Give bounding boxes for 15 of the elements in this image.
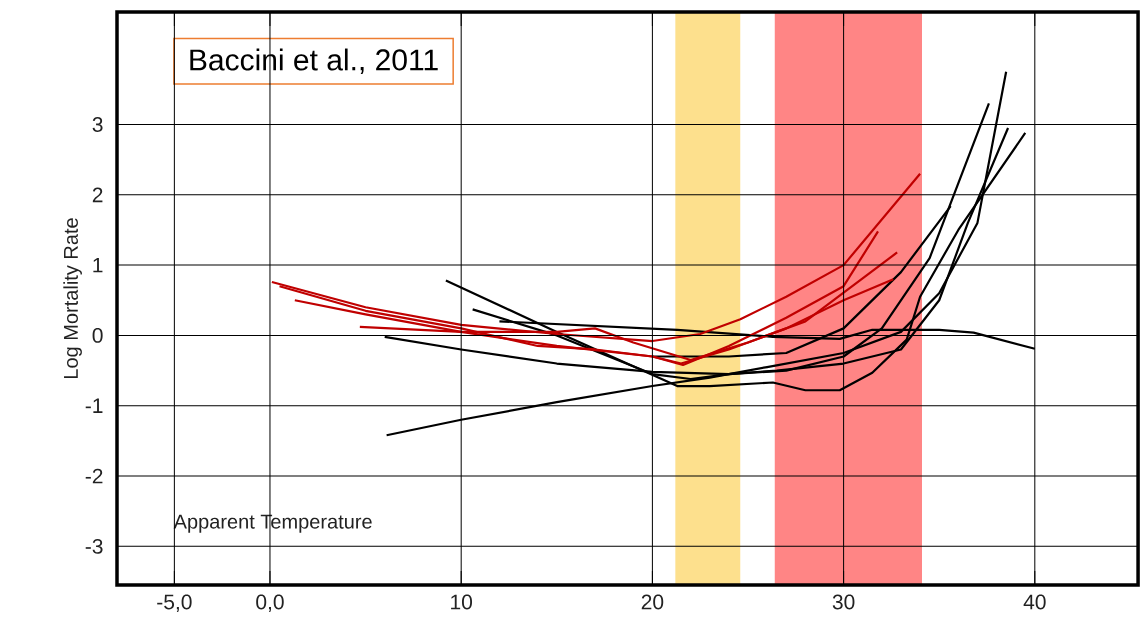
- x-tick-label: 10: [451, 594, 473, 610]
- y-tick-label: 0: [92, 327, 103, 343]
- y-tick-label: 1: [93, 257, 103, 273]
- y-axis-title: Log Mortality Rate: [63, 218, 82, 378]
- x-tick-label: 30: [832, 594, 855, 610]
- annotation: Baccini et al., 2011: [190, 48, 438, 75]
- x-tick-label: 20: [641, 594, 664, 610]
- y-tick-label: -1: [85, 398, 103, 413]
- y-tick-label: -3: [85, 538, 103, 554]
- x-tick-label: 0,0: [256, 594, 284, 612]
- x-tick-label: -5,0: [157, 594, 192, 612]
- y-tick-label: -2: [85, 468, 103, 484]
- y-tick-label: 3: [92, 117, 103, 132]
- x-tick-label: 40: [1023, 594, 1046, 610]
- y-tick-label: 2: [92, 187, 103, 203]
